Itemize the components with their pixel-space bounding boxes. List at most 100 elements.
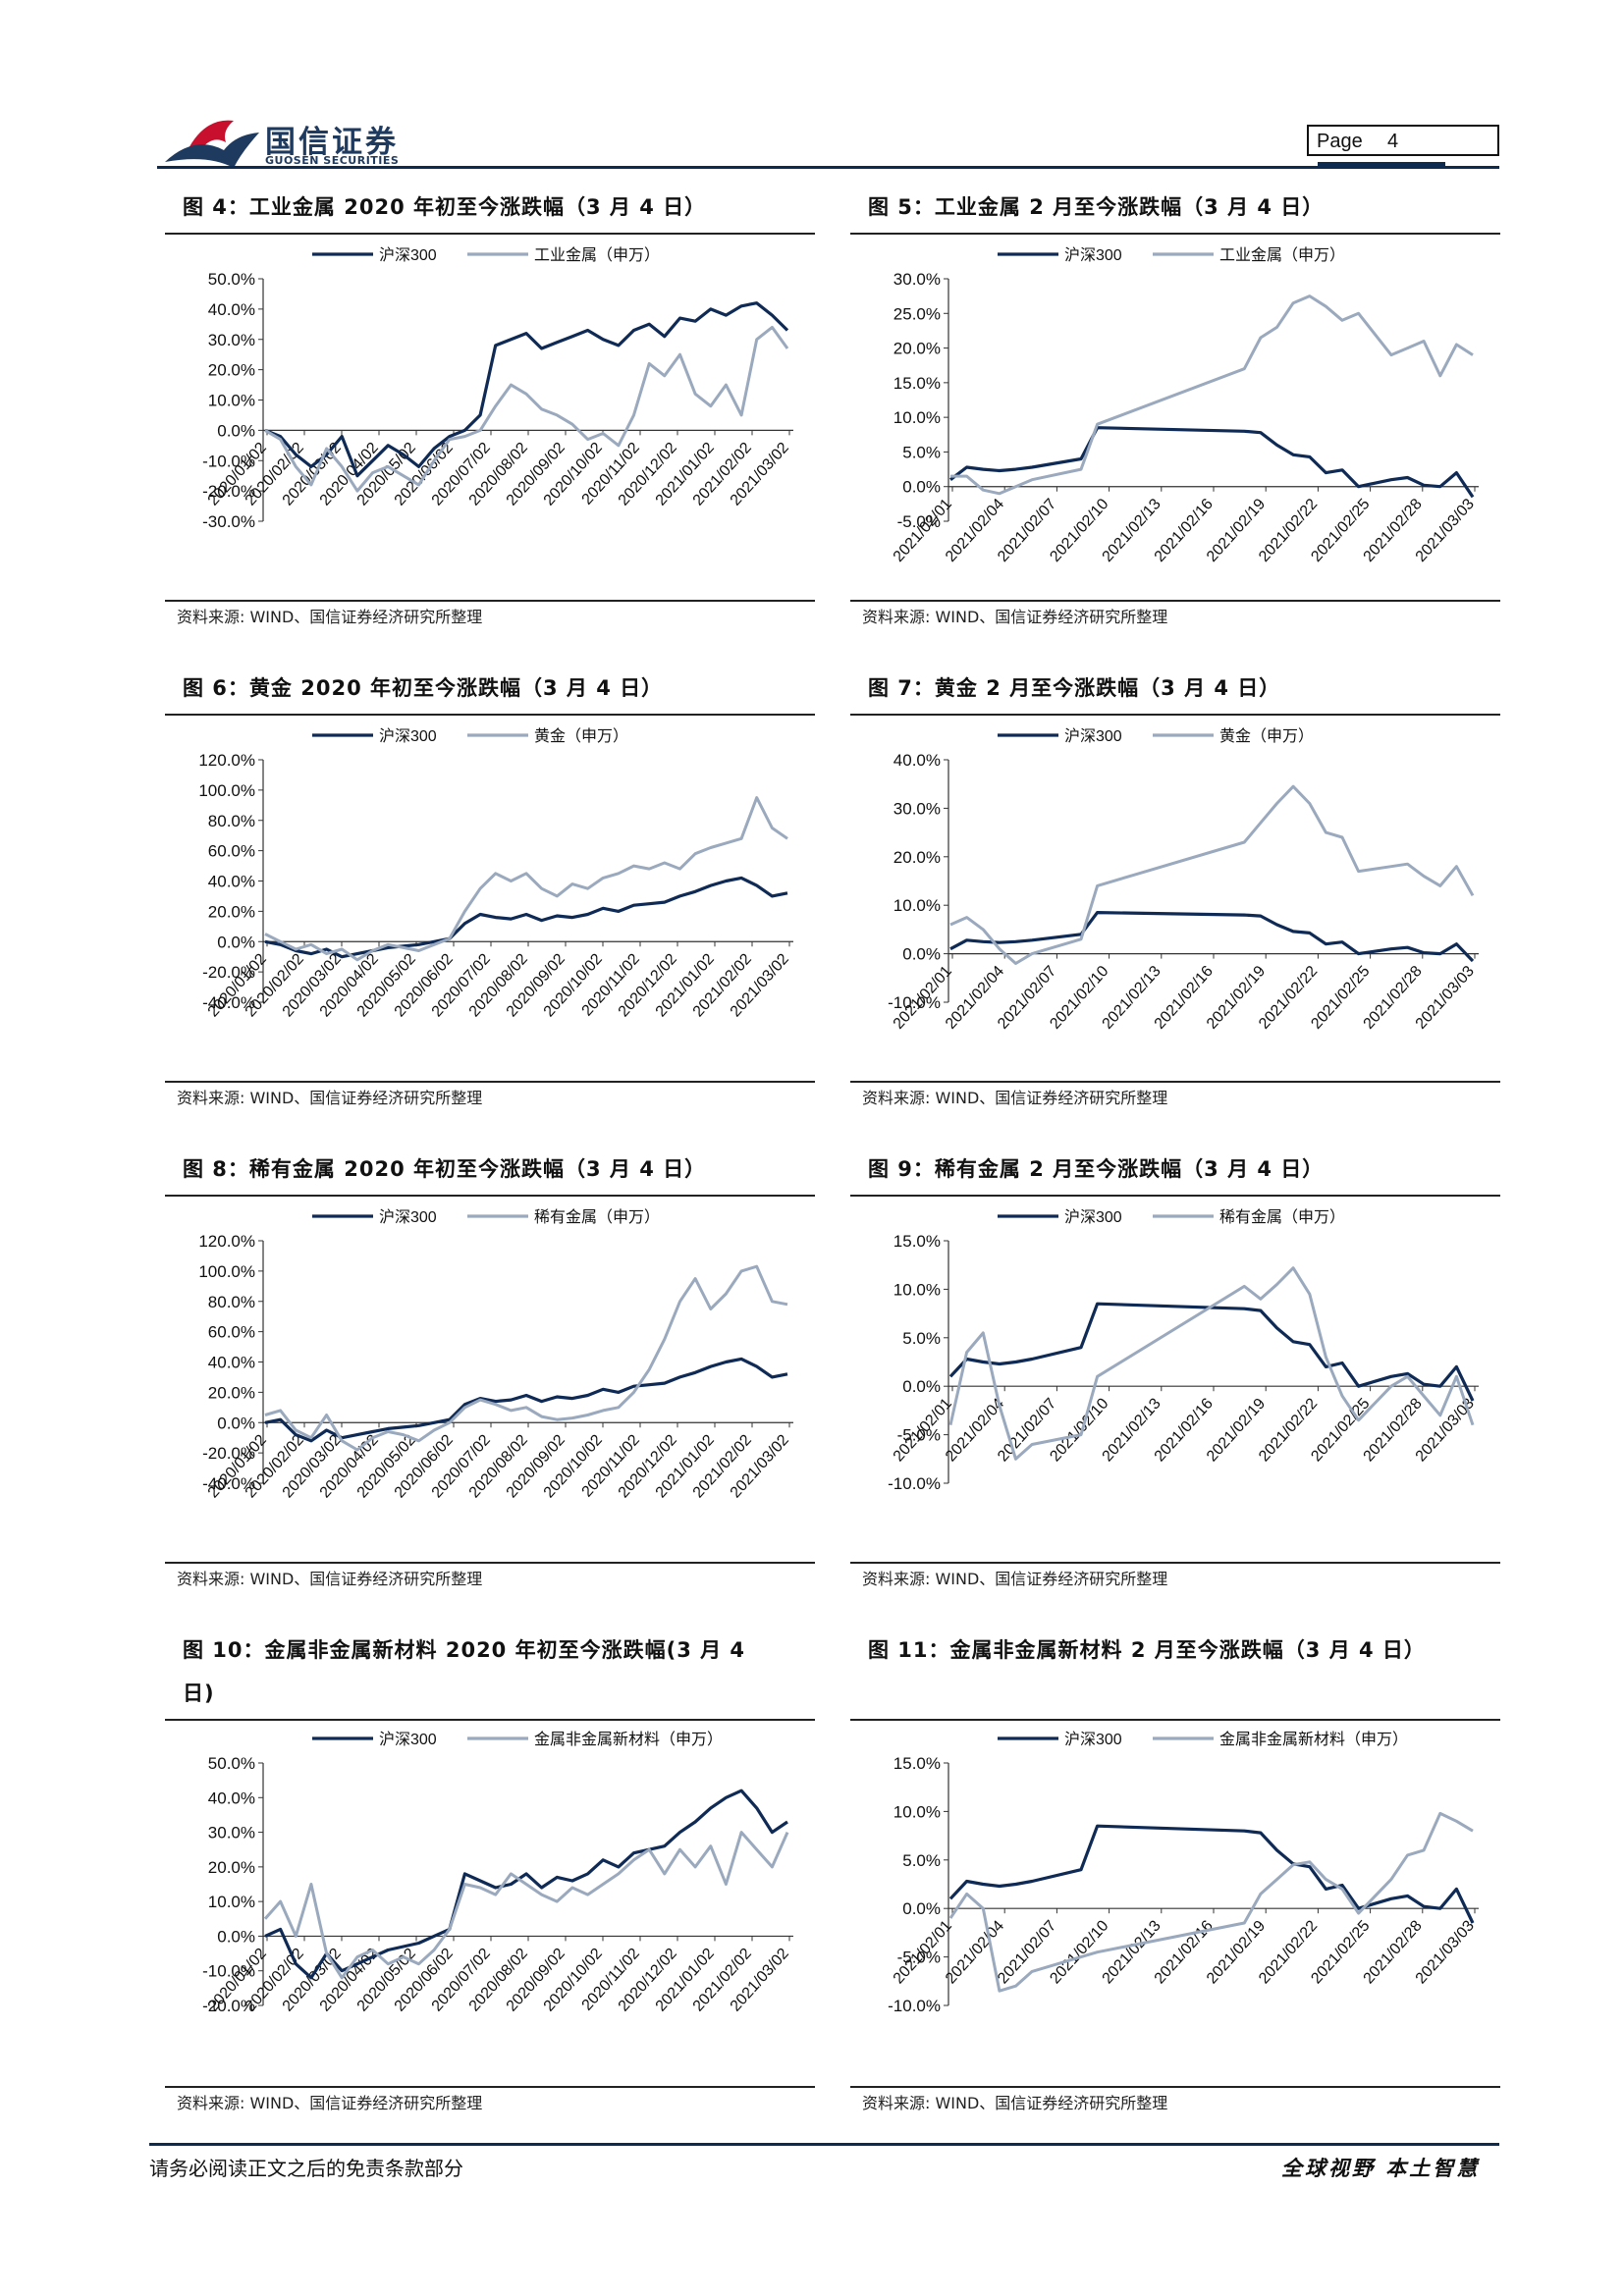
title-rule — [850, 1195, 1500, 1197]
y-tick-label: 10.0% — [893, 408, 941, 427]
figure-title: 图 8：稀有金属 2020 年初至今涨跌幅（3 月 4 日） — [183, 1157, 707, 1181]
footer-disclaimer: 请务必阅读正文之后的免责条款部分 — [149, 2157, 463, 2180]
logo-text-cn: 国信证券 — [265, 125, 399, 160]
figure-8-panel: 图 8：稀有金属 2020 年初至今涨跌幅（3 月 4 日） 120.0% 100… — [165, 1148, 815, 1599]
series-line-sector — [264, 325, 789, 493]
figure-7-chart: 40.0%30.0%20.0%10.0%0.0%-10.0%2021/02/01… — [888, 727, 1479, 1033]
y-tick-label: 20.0% — [893, 848, 941, 867]
figure-title: 图 5：工业金属 2 月至今涨跌幅（3 月 4 日） — [868, 195, 1325, 219]
y-tick-label: 80.0% — [208, 812, 255, 830]
header-accent-rule — [1318, 162, 1445, 166]
logo-text-en: GUOSEN SECURITIES — [265, 154, 400, 167]
legend-label: 沪深300 — [379, 727, 437, 745]
series-line-hs300 — [264, 301, 789, 478]
title-rule — [850, 714, 1500, 716]
y-tick-label: 0.0% — [217, 933, 255, 951]
y-tick-label: 30.0% — [893, 270, 941, 289]
y-tick-label: -20.0% — [202, 963, 255, 982]
series-line-sector — [263, 1831, 789, 1980]
source-note: 资料来源: WIND、国信证券经济研究所整理 — [177, 1570, 483, 1588]
source-rule — [850, 2086, 1500, 2088]
source-note: 资料来源: WIND、国信证券经济研究所整理 — [862, 2094, 1168, 2112]
source-rule — [165, 1562, 815, 1564]
figure-4-chart: 50.0% 40.0% 30.0% 20.0% 10.0% 0.0% -10.0% -20.0… — [202, 246, 793, 531]
series-line-hs300 — [264, 876, 788, 959]
y-tick-label: 50.0% — [208, 270, 255, 289]
y-tick-label: 20.0% — [208, 361, 255, 380]
title-rule — [850, 1719, 1500, 1721]
y-tick-label: -10.0% — [888, 993, 941, 1012]
figure-7-panel: 图 7：黄金 2 月至今涨跌幅（3 月 4 日） 40.0% 30.0% 20.0%… — [850, 667, 1500, 1118]
legend-label: 沪深300 — [379, 1731, 437, 1748]
legend-label: 沪深300 — [379, 1208, 437, 1226]
figure-10-chart: 50.0% 40.0% 30.0% 20.0% 10.0% 0.0% -10.0% -20.0… — [202, 1731, 793, 2015]
y-tick-label: -10.0% — [202, 452, 255, 470]
source-rule — [850, 1562, 1500, 1564]
y-tick-label: -40.0% — [202, 1474, 255, 1493]
y-tick-label: 10.0% — [208, 1893, 255, 1911]
y-tick-label: 100.0% — [198, 1262, 255, 1281]
y-tick-label: -5.0% — [897, 1949, 941, 1967]
series-line-hs300 — [948, 1302, 1475, 1402]
figure-11-panel: 图 11：金属非金属新材料 2 月至今涨跌幅（3 月 4 日） 15.0% 10.… — [850, 1629, 1500, 2129]
y-tick-label: 40.0% — [208, 1354, 255, 1372]
figure-8-chart: 120.0% 100.0% 80.0% 60.0% 40.0% 20.0% 0.0% -20.… — [198, 1208, 793, 1501]
header-rule — [157, 166, 1499, 169]
logo-mark-red — [187, 120, 234, 152]
legend-label: 沪深300 — [1064, 727, 1122, 745]
y-tick-label: 5.0% — [902, 1329, 941, 1348]
y-tick-label: 40.0% — [208, 300, 255, 319]
legend-label: 黄金（申万） — [1219, 727, 1314, 745]
y-tick-label: -20.0% — [202, 1444, 255, 1463]
source-note: 资料来源: WIND、国信证券经济研究所整理 — [862, 1089, 1168, 1107]
legend-label: 沪深300 — [379, 246, 437, 264]
source-note: 资料来源: WIND、国信证券经济研究所整理 — [177, 2094, 483, 2112]
figure-9-chart: 15.0%10.0%5.0%0.0%-5.0%-10.0%2021/02/012… — [888, 1208, 1479, 1493]
series-line-sector — [264, 796, 788, 962]
title-rule — [850, 233, 1500, 235]
series-line-sector — [950, 294, 1474, 496]
y-tick-label: 10.0% — [893, 1280, 941, 1299]
figure-4-panel: 图 4：工业金属 2020 年初至今涨跌幅（3 月 4 日） 50.0% 40.0… — [165, 186, 815, 637]
source-note: 资料来源: WIND、国信证券经济研究所整理 — [177, 608, 483, 626]
y-tick-label: 10.0% — [893, 1802, 941, 1821]
y-tick-label: 15.0% — [893, 1232, 941, 1251]
logo-mark-blue — [165, 133, 259, 168]
guosen-logo: 国信证券 GUOSEN SECURITIES — [165, 113, 401, 174]
y-tick-label: 40.0% — [893, 751, 941, 770]
figure-10-panel: 图 10：金属非金属新材料 2020 年初至今涨跌幅(3 月 4 日) 50.0… — [165, 1629, 815, 2129]
y-tick-label: 0.0% — [217, 1414, 255, 1432]
figure-title: 图 9：稀有金属 2 月至今涨跌幅（3 月 4 日） — [868, 1157, 1325, 1181]
y-tick-label: 100.0% — [198, 781, 255, 800]
y-tick-label: 5.0% — [902, 443, 941, 461]
y-tick-label: 0.0% — [217, 1927, 255, 1946]
figure-title: 图 11：金属非金属新材料 2 月至今涨跌幅（3 月 4 日） — [868, 1638, 1426, 1662]
legend-label: 沪深300 — [1064, 246, 1122, 264]
y-tick-label: 0.0% — [902, 945, 941, 964]
source-rule — [165, 600, 815, 602]
series-line-sector — [948, 1811, 1474, 1993]
y-tick-label: -10.0% — [888, 1474, 941, 1493]
legend-label: 黄金（申万） — [534, 727, 628, 745]
page-label: Page — [1317, 131, 1363, 152]
y-tick-label: 120.0% — [198, 751, 255, 770]
figure-6-panel: 图 6：黄金 2020 年初至今涨跌幅（3 月 4 日） 120.0% 100.0… — [165, 667, 815, 1118]
figure-title: 图 6：黄金 2020 年初至今涨跌幅（3 月 4 日） — [183, 676, 664, 700]
title-rule — [165, 233, 815, 235]
title-rule — [165, 1195, 815, 1197]
y-tick-label: 15.0% — [893, 1754, 941, 1773]
figure-5-panel: 图 5：工业金属 2 月至今涨跌幅（3 月 4 日） 30.0% 25.0% 20.… — [850, 186, 1500, 637]
figure-5-chart: 30.0%25.0%20.0%15.0%10.0%5.0%0.0%-5.0%20… — [891, 246, 1479, 565]
y-tick-label: -10.0% — [888, 1997, 941, 2015]
y-tick-label: -5.0% — [897, 512, 941, 531]
y-tick-label: 20.0% — [893, 340, 941, 358]
source-note: 资料来源: WIND、国信证券经济研究所整理 — [862, 608, 1168, 626]
y-tick-label: 30.0% — [208, 331, 255, 349]
y-tick-label: 20.0% — [208, 902, 255, 921]
legend-label: 沪深300 — [1064, 1208, 1122, 1226]
series-line-hs300 — [949, 426, 1475, 499]
series-line-sector — [949, 784, 1475, 965]
figure-11-chart: 15.0%10.0%5.0%0.0%-5.0%-10.0%2021/02/012… — [888, 1731, 1479, 2015]
page-number: 4 — [1387, 131, 1399, 152]
y-tick-label: 0.0% — [902, 1377, 941, 1396]
